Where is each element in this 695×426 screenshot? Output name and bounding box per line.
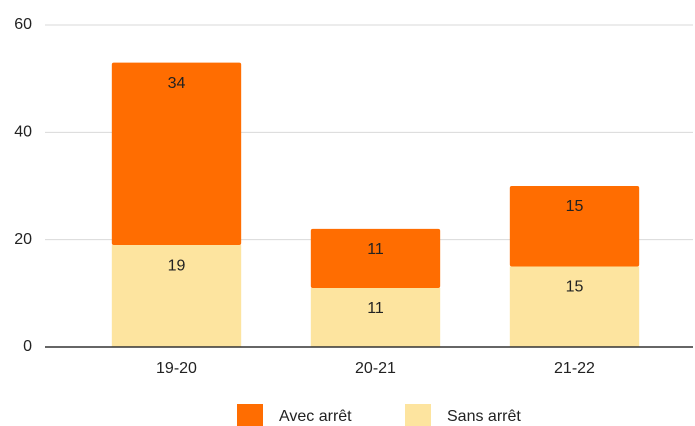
bar-segment	[111, 62, 242, 246]
y-tick-label: 0	[23, 338, 32, 355]
data-label: 11	[367, 241, 384, 258]
x-tick-label: 21-22	[554, 360, 595, 377]
legend-swatch	[405, 404, 431, 426]
bar-segment	[310, 287, 441, 347]
bar-segment	[509, 186, 640, 267]
data-label: 15	[566, 279, 584, 296]
y-tick-label: 20	[14, 231, 32, 248]
y-tick-label: 60	[14, 16, 32, 33]
data-label: 11	[367, 300, 384, 317]
data-label: 19	[168, 257, 186, 274]
legend-swatch	[237, 404, 263, 426]
data-label: 15	[566, 198, 584, 215]
bar-segment	[111, 245, 242, 347]
x-tick-label: 19-20	[156, 360, 197, 377]
legend-label: Sans arrêt	[447, 408, 521, 425]
y-tick-label: 40	[14, 124, 32, 141]
bar-segment	[509, 266, 640, 347]
x-tick-label: 20-21	[355, 360, 396, 377]
data-label: 34	[168, 75, 186, 92]
legend-label: Avec arrêt	[279, 408, 352, 425]
bar-segment	[310, 228, 441, 288]
